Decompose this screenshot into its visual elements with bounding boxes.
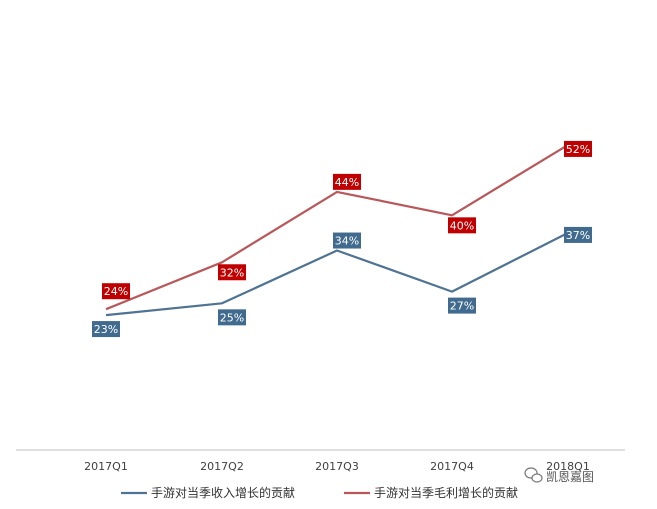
data-labels: 23% 25% 34% 27% 37% 24% 32% 44% 40% 52% bbox=[92, 140, 592, 338]
data-label-text: 34% bbox=[335, 235, 359, 248]
data-label-text: 27% bbox=[450, 300, 474, 313]
data-label: 40% bbox=[448, 217, 476, 234]
data-label-text: 25% bbox=[220, 311, 244, 324]
x-tick-label: 2017Q1 bbox=[84, 460, 128, 473]
legend-label: 手游对当季毛利增长的贡献 bbox=[374, 485, 518, 500]
data-label: 52% bbox=[564, 140, 592, 157]
data-label: 25% bbox=[218, 309, 246, 326]
data-label-box bbox=[564, 140, 592, 157]
data-label-box bbox=[333, 232, 361, 249]
data-label: 24% bbox=[102, 283, 130, 300]
legend: 手游对当季收入增长的贡献 手游对当季毛利增长的贡献 bbox=[121, 485, 518, 500]
wechat-icon bbox=[524, 467, 543, 483]
x-tick-label: 2017Q3 bbox=[315, 460, 359, 473]
legend-label: 手游对当季收入增长的贡献 bbox=[151, 485, 295, 500]
data-label-text: 24% bbox=[104, 285, 128, 298]
series-line-2 bbox=[105, 143, 569, 311]
data-label-text: 40% bbox=[450, 219, 474, 232]
data-label-text: 44% bbox=[335, 176, 359, 189]
data-label: 23% bbox=[92, 321, 120, 338]
series-lines bbox=[105, 143, 569, 317]
data-label-text: 52% bbox=[566, 143, 590, 156]
data-label-text: 23% bbox=[94, 323, 118, 336]
data-label: 34% bbox=[333, 232, 361, 249]
data-label-box bbox=[218, 264, 246, 281]
x-tick-label: 2017Q2 bbox=[200, 460, 244, 473]
watermark-text: 凯恩嘉图 bbox=[546, 470, 594, 484]
legend-item: 手游对当季收入增长的贡献 bbox=[121, 485, 295, 500]
data-label-box bbox=[92, 321, 120, 338]
legend-item: 手游对当季毛利增长的贡献 bbox=[344, 485, 518, 500]
x-tick-label: 2018Q1 bbox=[546, 460, 590, 473]
x-axis-ticks: 2017Q1 2017Q2 2017Q3 2017Q4 2018Q1 bbox=[84, 460, 590, 473]
data-label-box bbox=[448, 297, 476, 314]
data-label-box bbox=[333, 173, 361, 190]
series-line-1 bbox=[105, 231, 569, 317]
data-label-text: 32% bbox=[220, 266, 244, 279]
data-label: 44% bbox=[333, 173, 361, 190]
data-label: 37% bbox=[564, 226, 592, 243]
data-label: 27% bbox=[448, 297, 476, 314]
x-tick-label: 2017Q4 bbox=[430, 460, 474, 473]
data-label-box bbox=[218, 309, 246, 326]
data-label-text: 37% bbox=[566, 229, 590, 242]
data-label-box bbox=[448, 217, 476, 234]
data-label-box bbox=[564, 226, 592, 243]
data-label-box bbox=[102, 283, 130, 300]
watermark: 凯恩嘉图 bbox=[524, 467, 594, 484]
data-label: 32% bbox=[218, 264, 246, 281]
